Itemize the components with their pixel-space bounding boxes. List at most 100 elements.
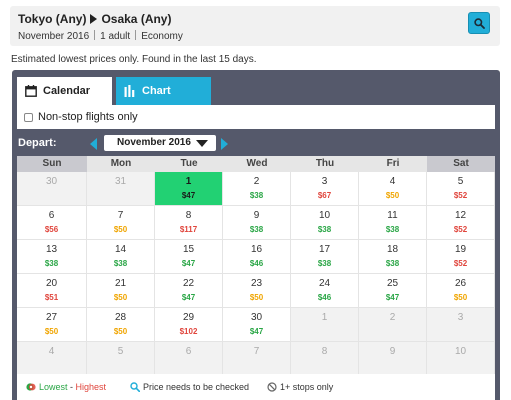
day-number: 10 — [318, 210, 331, 221]
calendar-day[interactable]: 27 $50 — [17, 308, 87, 342]
day-price: $38 — [113, 259, 128, 268]
day-number: 27 — [45, 312, 58, 323]
day-number: 2 — [389, 312, 396, 323]
day-price: $38 — [249, 225, 264, 234]
day-number: 11 — [387, 210, 398, 221]
tab-chart[interactable]: Chart — [116, 77, 211, 105]
calendar-day[interactable]: 7 $50 — [87, 206, 155, 240]
legend-price-check: Price needs to be checked — [130, 382, 249, 392]
day-number: 22 — [182, 278, 195, 289]
calendar-day[interactable]: 10 $38 — [291, 206, 359, 240]
calendar-day[interactable]: 23 $50 — [223, 274, 291, 308]
search-cabin: Economy — [141, 31, 183, 42]
calendar-day-outside: 5 — [87, 342, 155, 376]
calendar-day[interactable]: 14 $38 — [87, 240, 155, 274]
calendar-icon — [25, 85, 37, 97]
month-select-value: November 2016 — [117, 137, 191, 148]
nonstop-checkbox[interactable] — [24, 113, 33, 122]
weekday-sun: Sun — [17, 156, 87, 172]
next-month-arrow-icon[interactable] — [221, 138, 228, 150]
day-number: 13 — [45, 244, 58, 255]
day-price: $50 — [385, 191, 400, 200]
calendar-day[interactable]: 21 $50 — [87, 274, 155, 308]
destination-label: Osaka (Any) — [101, 12, 172, 26]
calendar-day[interactable]: 24 $46 — [291, 274, 359, 308]
legend-stops-label: 1+ stops only — [280, 382, 334, 392]
calendar-day[interactable]: 26 $50 — [427, 274, 495, 308]
day-number: 19 — [454, 244, 467, 255]
search-button[interactable] — [468, 12, 490, 34]
calendar-day[interactable]: 5 $52 — [427, 172, 495, 206]
calendar-day[interactable]: 2 $38 — [223, 172, 291, 206]
day-price: $38 — [385, 225, 400, 234]
day-number: 1 — [185, 176, 192, 187]
day-price: $38 — [385, 259, 400, 268]
day-number: 4 — [48, 346, 55, 357]
weekday-fri: Fri — [386, 158, 400, 169]
day-price: $38 — [44, 259, 59, 268]
day-number: 4 — [389, 176, 396, 187]
legend-lowest: Lowest — [39, 382, 68, 392]
day-price: $46 — [317, 293, 332, 302]
day-number: 18 — [386, 244, 399, 255]
search-passengers: 1 adult — [100, 31, 131, 42]
calendar-day-outside: 8 — [291, 342, 359, 376]
calendar-day[interactable]: 4 $50 — [359, 172, 427, 206]
calendar-day-outside: 30 — [17, 172, 87, 206]
price-notice: Estimated lowest prices only. Found in t… — [11, 54, 257, 65]
day-price: $47 — [385, 293, 400, 302]
search-icon — [130, 382, 140, 392]
month-select[interactable]: November 2016 — [104, 135, 216, 151]
day-number: 8 — [185, 210, 192, 221]
calendar-day[interactable]: 29 $102 — [155, 308, 223, 342]
calendar-day[interactable]: 20 $51 — [17, 274, 87, 308]
day-number: 31 — [114, 176, 127, 187]
price-tag-icon — [26, 383, 36, 391]
day-price: $102 — [179, 327, 198, 336]
calendar-day[interactable]: 3 $67 — [291, 172, 359, 206]
calendar-day-outside: 6 — [155, 342, 223, 376]
calendar-day-outside: 4 — [17, 342, 87, 376]
calendar-day[interactable]: 22 $47 — [155, 274, 223, 308]
day-price: $50 — [113, 327, 128, 336]
tab-calendar[interactable]: Calendar — [17, 77, 112, 105]
calendar-day[interactable]: 19 $52 — [427, 240, 495, 274]
day-price: $46 — [249, 259, 264, 268]
day-number: 17 — [318, 244, 331, 255]
day-number: 21 — [114, 278, 127, 289]
day-price: $38 — [317, 225, 332, 234]
prev-month-arrow-icon[interactable] — [90, 138, 97, 150]
calendar-day-outside: 10 — [427, 342, 495, 376]
day-number: 1 — [321, 312, 328, 323]
day-number: 20 — [45, 278, 58, 289]
calendar-day[interactable]: 9 $38 — [223, 206, 291, 240]
depart-row: Depart: November 2016 — [12, 133, 500, 155]
search-month: November 2016 — [18, 31, 90, 42]
nonstop-label[interactable]: Non-stop flights only — [38, 111, 138, 123]
calendar-day[interactable]: 6 $56 — [17, 206, 87, 240]
calendar-day[interactable]: 12 $52 — [427, 206, 495, 240]
divider — [94, 30, 96, 40]
calendar-day-outside: 31 — [87, 172, 155, 206]
day-price: $47 — [181, 259, 196, 268]
weekday-header: Sun Mon Tue Wed Thu Fri Sat — [17, 156, 495, 172]
day-price: $117 — [179, 225, 198, 234]
calendar-day[interactable]: 8 $117 — [155, 206, 223, 240]
weekday-mon: Mon — [110, 158, 132, 169]
calendar-day[interactable]: 28 $50 — [87, 308, 155, 342]
day-price: $52 — [453, 225, 468, 234]
calendar-day[interactable]: 1 $47 — [155, 172, 223, 206]
day-price: $50 — [44, 327, 59, 336]
calendar-day[interactable]: 15 $47 — [155, 240, 223, 274]
calendar-day[interactable]: 30 $47 — [223, 308, 291, 342]
depart-label: Depart: — [18, 137, 57, 149]
calendar-day[interactable]: 25 $47 — [359, 274, 427, 308]
divider — [135, 30, 137, 40]
calendar-day[interactable]: 18 $38 — [359, 240, 427, 274]
price-calendar-panel: Calendar Chart Non-stop flights only Dep… — [12, 70, 500, 400]
calendar-day[interactable]: 16 $46 — [223, 240, 291, 274]
calendar-day[interactable]: 13 $38 — [17, 240, 87, 274]
calendar-day[interactable]: 17 $38 — [291, 240, 359, 274]
calendar-day[interactable]: 11 $38 — [359, 206, 427, 240]
day-number: 23 — [250, 278, 263, 289]
